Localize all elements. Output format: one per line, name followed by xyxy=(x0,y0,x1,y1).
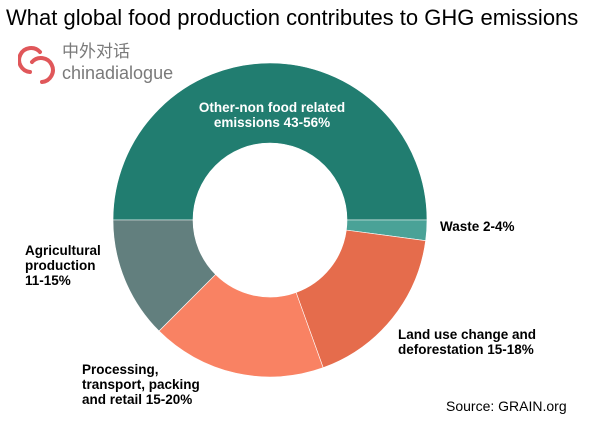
label-land-use: Land use change and deforestation 15-18% xyxy=(398,327,536,357)
label-line: Agricultural xyxy=(25,243,101,258)
label-line: and retail 15-20% xyxy=(82,392,193,407)
label-waste: Waste 2-4% xyxy=(440,219,515,234)
slice-other xyxy=(112,62,428,221)
label-line: Processing, xyxy=(82,362,159,377)
label-line: deforestation 15-18% xyxy=(398,342,534,357)
label-line: 11-15% xyxy=(25,273,71,288)
label-line: emissions 43-56% xyxy=(213,115,331,130)
slice-agricultural xyxy=(112,219,216,332)
slice-processing xyxy=(158,274,324,378)
label-other: Other-non food related emissions 43-56% xyxy=(172,100,372,130)
source-note: Source: GRAIN.org xyxy=(446,398,567,414)
label-line: production xyxy=(25,258,96,273)
label-agricultural: Agricultural production 11-15% xyxy=(25,243,101,288)
chart-title: What global food production contributes … xyxy=(6,5,579,30)
chinadialogue-logo-icon xyxy=(18,46,55,84)
slice-land-use xyxy=(295,229,426,369)
label-line: Waste 2-4% xyxy=(440,219,515,234)
label-processing: Processing, transport, packing and retai… xyxy=(82,362,200,407)
logo-text-chinese: 中外对话 xyxy=(62,42,130,62)
label-line: Other-non food related xyxy=(198,100,346,115)
label-line: Land use change and xyxy=(398,327,537,342)
label-line: transport, packing xyxy=(82,377,200,392)
logo-text-english: chinadialogue xyxy=(62,63,174,83)
